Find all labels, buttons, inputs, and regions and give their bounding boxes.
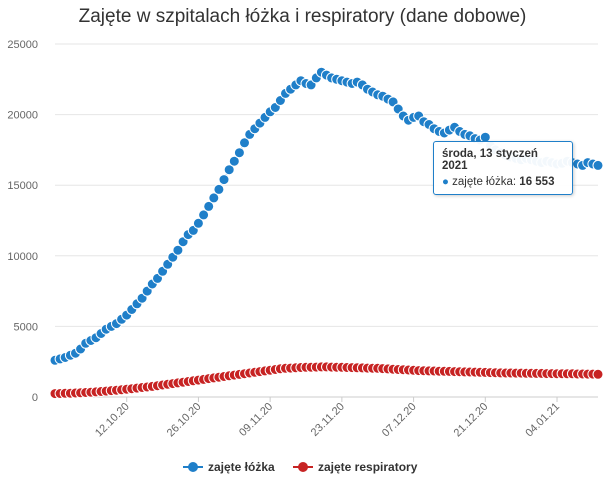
data-point[interactable] bbox=[228, 155, 240, 167]
y-tick-label: 15000 bbox=[7, 180, 38, 192]
legend-item-0[interactable]: zajęte łóżka bbox=[183, 460, 275, 474]
chart-tooltip: środa, 13 styczeń 2021 ● zajęte łóżka: 1… bbox=[433, 141, 573, 195]
legend-label: zajęte łóżka bbox=[208, 460, 275, 474]
x-tick-label: 09.11.20 bbox=[237, 401, 275, 439]
tooltip-row: ● zajęte łóżka: 16 553 bbox=[442, 176, 564, 188]
data-point[interactable] bbox=[592, 159, 604, 171]
legend-item-1[interactable]: zajęte respiratory bbox=[293, 460, 418, 474]
y-tick-label: 0 bbox=[32, 392, 38, 404]
data-point[interactable] bbox=[203, 200, 215, 212]
series-1 bbox=[49, 361, 604, 400]
x-tick-label: 07.12.20 bbox=[380, 401, 419, 440]
series-line bbox=[54, 70, 599, 362]
data-point[interactable] bbox=[192, 217, 204, 229]
legend-marker bbox=[188, 462, 198, 472]
y-tick-label: 5000 bbox=[14, 321, 38, 333]
x-tick-label: 04.01.21 bbox=[523, 401, 562, 440]
chart-title: Zajęte w szpitalach łóżka i respiratory … bbox=[78, 6, 527, 27]
legend-marker bbox=[298, 462, 308, 472]
data-point[interactable] bbox=[218, 174, 230, 186]
data-point[interactable] bbox=[198, 209, 210, 221]
data-point[interactable] bbox=[223, 164, 235, 176]
x-tick-label: 12.10.20 bbox=[93, 401, 132, 440]
x-tick-label: 26.10.20 bbox=[165, 401, 204, 440]
x-tick-label: 23.11.20 bbox=[309, 401, 347, 439]
x-tick-label: 21.12.20 bbox=[452, 401, 491, 440]
tooltip-value: 16 553 bbox=[519, 176, 555, 188]
y-tick-label: 20000 bbox=[7, 110, 38, 122]
tooltip-date: środa, 13 styczeń 2021 bbox=[442, 148, 538, 172]
data-point[interactable] bbox=[208, 192, 220, 204]
y-tick-label: 10000 bbox=[7, 251, 38, 263]
tooltip-series-dot-icon: ● bbox=[442, 176, 449, 188]
data-point[interactable] bbox=[592, 368, 604, 380]
data-point[interactable] bbox=[239, 137, 250, 149]
legend-label: zajęte respiratory bbox=[318, 460, 418, 474]
tooltip-series-label: zajęte łóżka: bbox=[452, 176, 517, 188]
data-point[interactable] bbox=[213, 183, 225, 195]
data-point[interactable] bbox=[172, 244, 184, 256]
data-point[interactable] bbox=[233, 147, 245, 159]
series-0 bbox=[49, 66, 604, 366]
y-tick-label: 25000 bbox=[7, 39, 38, 51]
